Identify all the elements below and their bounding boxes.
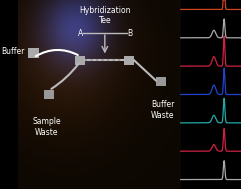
Bar xyxy=(124,56,134,65)
Bar xyxy=(44,90,54,99)
Text: Buffer
Waste: Buffer Waste xyxy=(151,100,175,120)
Text: Hybridization
Tee: Hybridization Tee xyxy=(79,6,131,25)
Bar xyxy=(156,77,166,86)
Bar xyxy=(75,56,85,65)
Text: B: B xyxy=(127,29,132,38)
Bar xyxy=(28,48,39,58)
Text: Sample
Waste: Sample Waste xyxy=(33,117,61,137)
Text: A: A xyxy=(78,29,83,38)
Text: Buffer: Buffer xyxy=(1,46,25,56)
